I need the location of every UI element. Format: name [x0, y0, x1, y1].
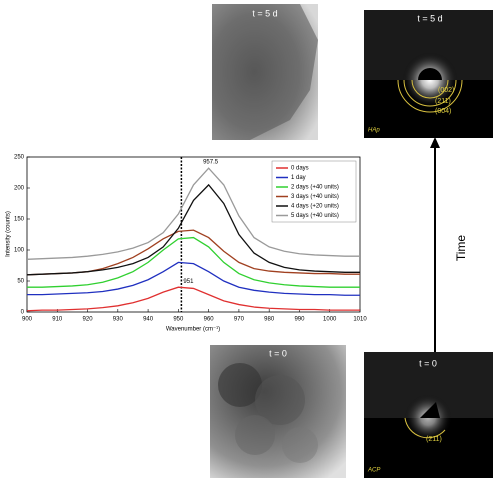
- annotation: 951: [183, 279, 194, 285]
- x-tick-label: 910: [52, 317, 63, 323]
- y-axis-label: Intensity (counts): [6, 211, 12, 257]
- x-tick-label: 990: [294, 317, 305, 323]
- x-tick-label: 960: [204, 317, 215, 323]
- annotation: 957.5: [203, 160, 219, 166]
- x-tick-label: 1010: [353, 317, 367, 323]
- panel-label: t = 0: [419, 358, 437, 368]
- x-tick-label: 920: [83, 317, 94, 323]
- series-line: [27, 287, 360, 311]
- phase-label: ACP: [367, 468, 380, 474]
- x-tick-label: 930: [113, 317, 124, 323]
- ring-label: (211): [435, 98, 451, 105]
- tem-image-0: t = 0: [210, 345, 346, 478]
- arrow-head: [430, 137, 440, 148]
- x-axis-label: Wavenumber (cm⁻¹): [166, 327, 220, 333]
- figure: t = 5 d t = 5 d (002) (211) (004) HAp Ti…: [0, 0, 501, 480]
- y-tick-label: 100: [14, 248, 25, 254]
- saed-5d: t = 5 d (002) (211) (004) HAp: [364, 10, 493, 138]
- raman-chart: Intensity (counts) Wavenumber (cm⁻¹) 0 50…: [6, 155, 368, 333]
- x-tick-label: 950: [173, 317, 184, 323]
- panel-label: t = 5 d: [417, 13, 442, 23]
- panel-label: t = 5 d: [252, 8, 277, 18]
- x-tick-label: 980: [264, 317, 275, 323]
- legend-label: 3 days (+40 units): [291, 194, 339, 200]
- y-tick-label: 250: [14, 155, 25, 161]
- x-tick-label: 1000: [323, 317, 337, 323]
- ring-label: (004): [435, 108, 451, 115]
- series-line: [27, 230, 360, 275]
- series-line: [27, 262, 360, 295]
- panel-label: t = 0: [269, 348, 287, 358]
- tem-particle: [235, 415, 275, 455]
- x-tick-label: 900: [22, 317, 33, 323]
- y-tick-label: 200: [14, 186, 25, 192]
- legend-label: 4 days (+20 units): [291, 204, 339, 210]
- x-tick-label: 970: [234, 317, 245, 323]
- arrow-label: Time: [454, 235, 468, 262]
- ring-label: (002): [438, 87, 454, 94]
- x-tick-label: 940: [143, 317, 154, 323]
- legend-label: 2 days (+40 units): [291, 185, 339, 191]
- tem-particle: [282, 427, 318, 463]
- y-tick-label: 150: [14, 217, 25, 223]
- legend-label: 1 day: [291, 175, 306, 181]
- saed-0: t = 0 (211) ACP: [364, 352, 493, 478]
- y-tick-label: 0: [21, 310, 25, 316]
- ring-label: (211): [426, 436, 442, 443]
- phase-label: HAp: [368, 128, 380, 134]
- legend-label: 0 days: [291, 166, 309, 172]
- series-line: [27, 238, 360, 288]
- tem-image-5d: t = 5 d: [212, 4, 318, 140]
- y-tick-label: 50: [17, 279, 24, 285]
- legend-label: 5 days (+40 units): [291, 213, 339, 219]
